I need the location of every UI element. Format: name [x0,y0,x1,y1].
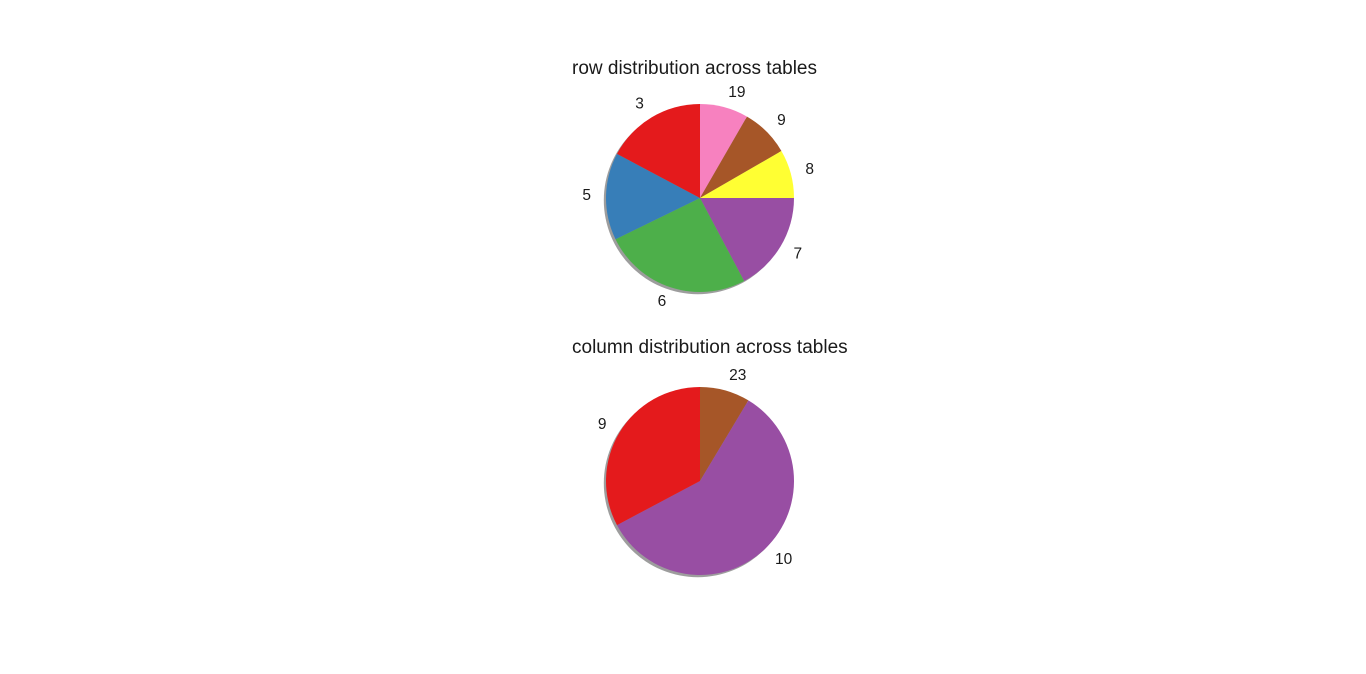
svg-text:7: 7 [793,245,802,262]
svg-text:3: 3 [635,96,644,113]
svg-text:10: 10 [775,551,793,568]
svg-text:6: 6 [658,293,667,310]
svg-text:19: 19 [728,84,745,101]
svg-text:8: 8 [805,161,814,178]
svg-text:23: 23 [729,367,746,384]
svg-text:9: 9 [598,416,607,433]
svg-text:9: 9 [777,112,786,129]
svg-text:5: 5 [582,187,591,204]
